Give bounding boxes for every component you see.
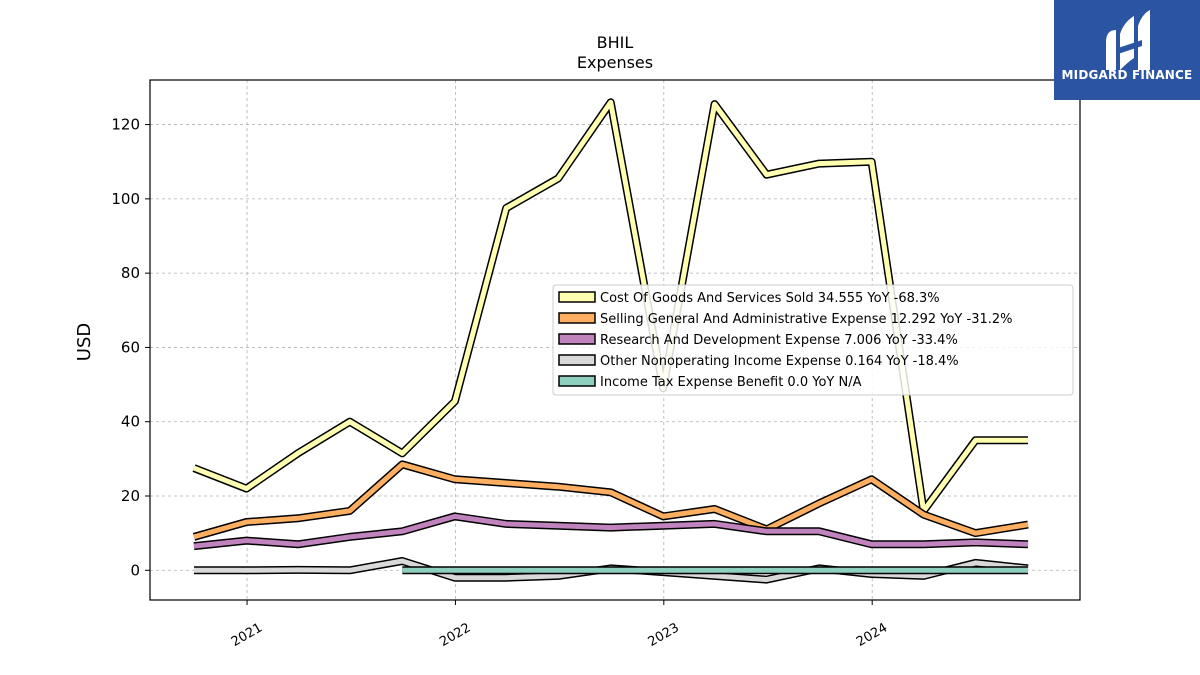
series-lines xyxy=(192,98,1029,584)
legend-swatch xyxy=(558,333,596,345)
y-tick-label: 120 xyxy=(111,116,140,134)
series-line xyxy=(193,461,1029,540)
legend-swatch xyxy=(558,291,596,303)
y-tick-label: 60 xyxy=(121,338,140,356)
logo-text: MIDGARD FINANCE xyxy=(1061,68,1193,82)
legend-entry: Income Tax Expense Benefit 0.0 YoY N/A xyxy=(600,375,862,390)
chart-subtitle: Expenses xyxy=(577,53,653,72)
y-tick-label: 20 xyxy=(121,487,140,505)
y-axis-label: USD xyxy=(74,323,95,361)
x-tick-label: 2023 xyxy=(646,620,682,650)
legend: Cost Of Goods And Services Sold 34.555 Y… xyxy=(552,284,1074,396)
x-axis-ticks: 2021 2022 2023 2024 xyxy=(229,600,890,650)
x-tick-label: 2024 xyxy=(854,620,890,650)
x-tick-label: 2022 xyxy=(437,620,473,650)
y-tick-label: 80 xyxy=(121,264,140,282)
legend-entry: Research And Development Expense 7.006 Y… xyxy=(600,333,958,348)
legend-entry: Cost Of Goods And Services Sold 34.555 Y… xyxy=(600,291,940,306)
y-tick-label: 100 xyxy=(111,190,140,208)
legend-swatch xyxy=(558,354,596,366)
series-0 xyxy=(192,98,1028,515)
y-axis-ticks: 0 20 40 60 80 100 120 xyxy=(111,116,150,579)
series-2 xyxy=(193,512,1029,551)
y-tick-label: 0 xyxy=(130,561,140,579)
chart-title: BHIL xyxy=(597,33,634,52)
plot-frame xyxy=(149,79,1081,601)
midgard-logo-icon xyxy=(1106,10,1150,70)
series-line xyxy=(193,99,1028,514)
y-tick-label: 40 xyxy=(121,413,140,431)
x-tick-label: 2021 xyxy=(229,620,265,650)
legend-entry: Other Nonoperating Income Expense 0.164 … xyxy=(600,354,959,369)
legend-box xyxy=(552,284,1074,396)
midgard-finance-logo: MIDGARD FINANCE xyxy=(1054,0,1200,100)
legend-swatch xyxy=(558,375,596,387)
series-1 xyxy=(192,460,1029,541)
legend-entry: Selling General And Administrative Expen… xyxy=(600,312,1013,327)
legend-swatch xyxy=(558,312,596,324)
series-line xyxy=(193,513,1029,549)
